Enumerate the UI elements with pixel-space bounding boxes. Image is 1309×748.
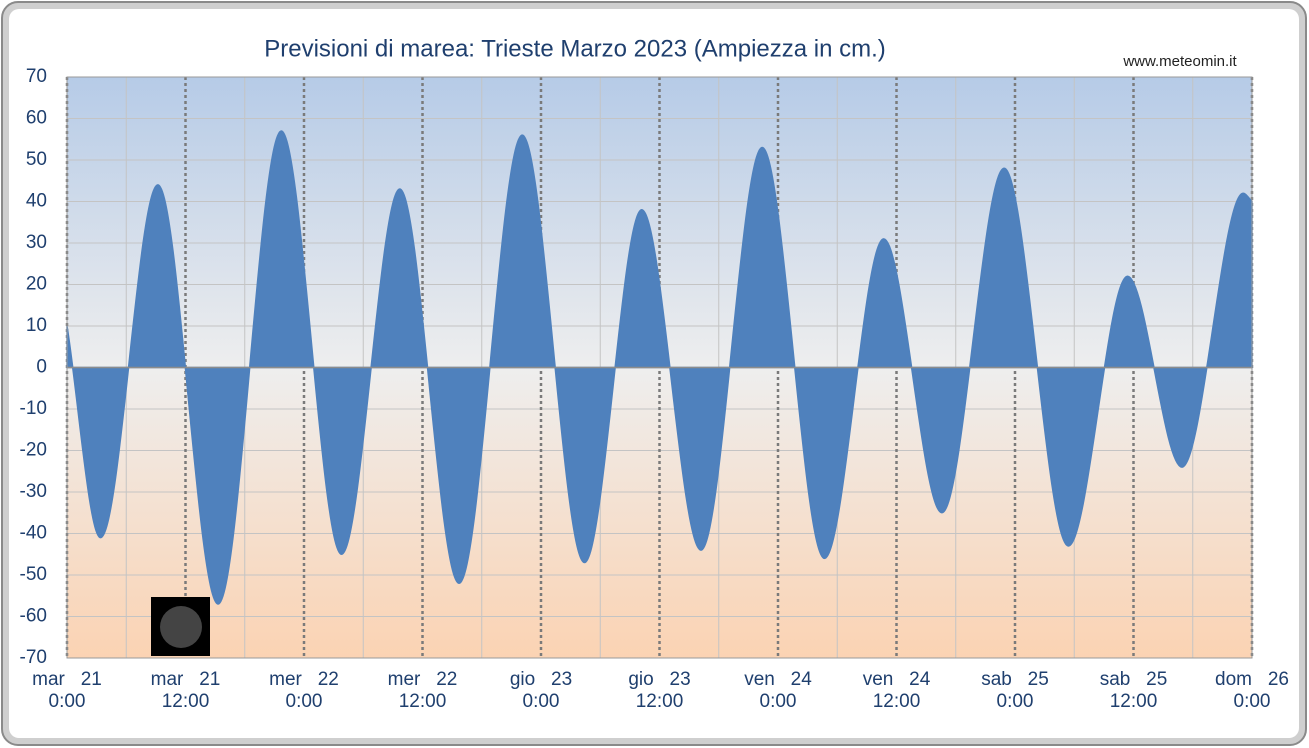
y-tick-label: 20 (26, 274, 47, 295)
x-tick-label: dom 26 0:00 (1215, 669, 1289, 712)
x-tick-label: sab 25 0:00 (981, 669, 1049, 712)
x-tick-label: mer 22 0:00 (269, 669, 339, 712)
y-tick-label: 60 (26, 108, 47, 129)
y-tick-label: -30 (20, 481, 47, 502)
source: www.meteomin.it (1122, 53, 1237, 70)
moon-phase (160, 606, 202, 648)
x-tick-label: mar 21 12:00 (151, 669, 221, 712)
y-tick-label: 30 (26, 232, 47, 253)
chart-title: Previsioni di marea: Trieste Marzo 2023 … (264, 35, 886, 62)
y-tick-label: 0 (36, 357, 47, 378)
x-tick-label: mar 21 0:00 (32, 669, 102, 712)
x-tick-label: ven 24 12:00 (863, 669, 931, 712)
y-tick-label: 10 (26, 315, 47, 336)
x-tick-label: gio 23 12:00 (628, 669, 690, 712)
y-tick-label: 50 (26, 149, 47, 170)
x-tick-label: mer 22 12:00 (388, 669, 458, 712)
x-tick-label: ven 24 0:00 (744, 669, 812, 712)
plot-border (66, 76, 1253, 659)
y-tick-label: 40 (26, 191, 47, 212)
y-tick-label: 70 (26, 66, 47, 87)
x-tick-label: sab 25 12:00 (1100, 669, 1168, 712)
y-tick-label: -40 (20, 523, 47, 544)
x-tick-label: gio 23 0:00 (510, 669, 572, 712)
y-tick-label: -50 (20, 564, 47, 585)
y-tick-label: -60 (20, 606, 47, 627)
y-tick-label: -20 (20, 440, 47, 461)
y-tick-label: -10 (20, 398, 47, 419)
y-tick-label: -70 (20, 647, 47, 668)
